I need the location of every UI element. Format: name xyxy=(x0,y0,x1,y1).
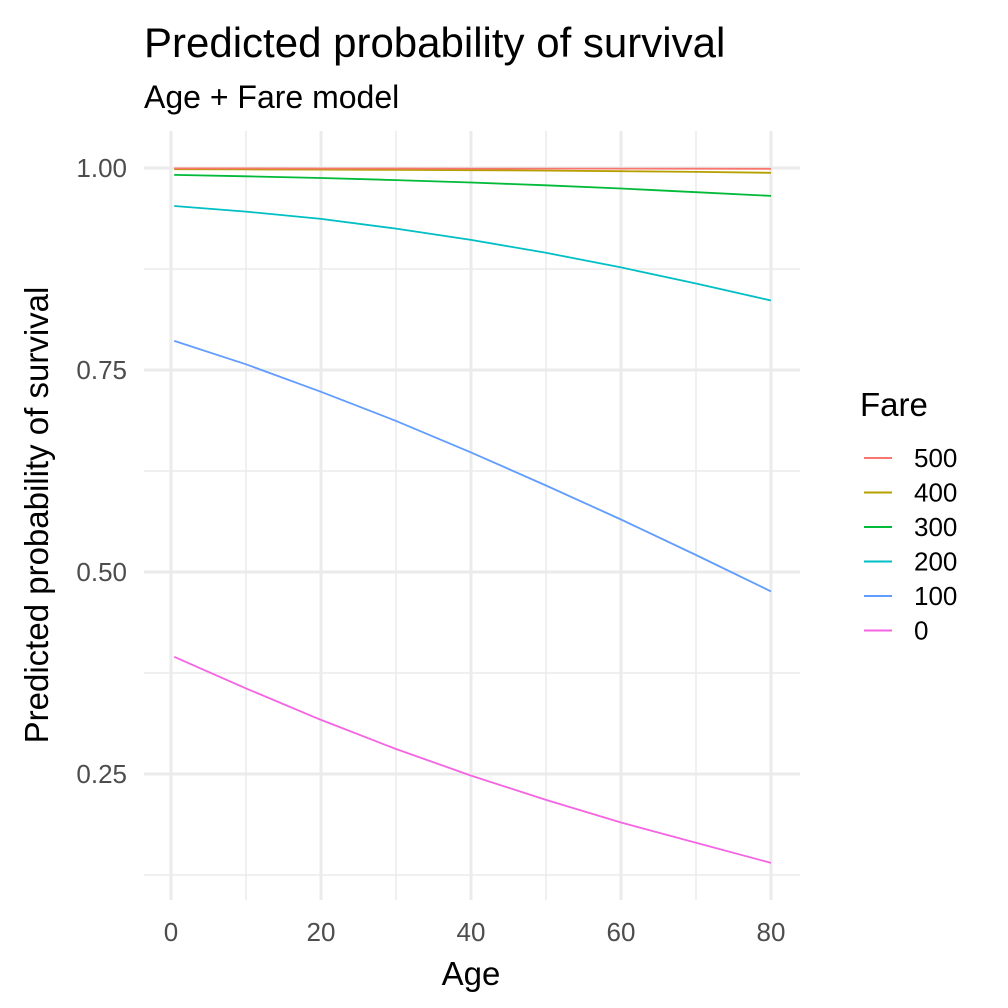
y-tick-label: 1.00 xyxy=(76,153,127,183)
legend-item-fare-400: 400 xyxy=(864,478,957,508)
x-axis-ticks: 0 20 40 60 80 xyxy=(164,917,786,947)
series-line-fare-400 xyxy=(174,168,772,174)
y-tick-label: 0.50 xyxy=(76,557,127,587)
legend-item-fare-300: 300 xyxy=(864,512,957,542)
legend-label-fare-200: 200 xyxy=(914,547,957,577)
legend: Fare 500 400 300 200 100 0 xyxy=(860,386,957,646)
legend-label-fare-100: 100 xyxy=(914,581,957,611)
x-tick-label: 20 xyxy=(307,917,336,947)
legend-item-fare-0: 0 xyxy=(864,616,928,646)
x-axis-title: Age xyxy=(442,955,501,992)
x-tick-label: 80 xyxy=(757,917,786,947)
y-axis-ticks: 0.25 0.50 0.75 1.00 xyxy=(76,153,127,789)
y-tick-label: 0.25 xyxy=(76,759,127,789)
legend-label-fare-0: 0 xyxy=(914,616,928,646)
series-line-fare-300 xyxy=(174,174,772,197)
legend-items: 500 400 300 200 100 0 xyxy=(864,443,957,646)
chart-title: Predicted probability of survival xyxy=(144,19,725,66)
legend-label-fare-500: 500 xyxy=(914,443,957,473)
legend-title: Fare xyxy=(860,386,928,423)
y-axis-title: Predicted probability of survival xyxy=(18,287,55,744)
x-tick-label: 40 xyxy=(457,917,486,947)
series-line-fare-100 xyxy=(173,340,772,593)
series-line-fare-200 xyxy=(174,205,772,302)
series-line-fare-0 xyxy=(173,655,772,864)
legend-item-fare-200: 200 xyxy=(864,547,957,577)
legend-label-fare-300: 300 xyxy=(914,512,957,542)
grid xyxy=(144,131,800,900)
y-tick-label: 0.75 xyxy=(76,355,127,385)
legend-label-fare-400: 400 xyxy=(914,478,957,508)
x-tick-label: 0 xyxy=(164,917,178,947)
chart-subtitle: Age + Fare model xyxy=(144,79,399,115)
legend-item-fare-500: 500 xyxy=(864,443,957,473)
series-lines xyxy=(173,167,772,864)
legend-item-fare-100: 100 xyxy=(864,581,957,611)
x-tick-label: 60 xyxy=(607,917,636,947)
